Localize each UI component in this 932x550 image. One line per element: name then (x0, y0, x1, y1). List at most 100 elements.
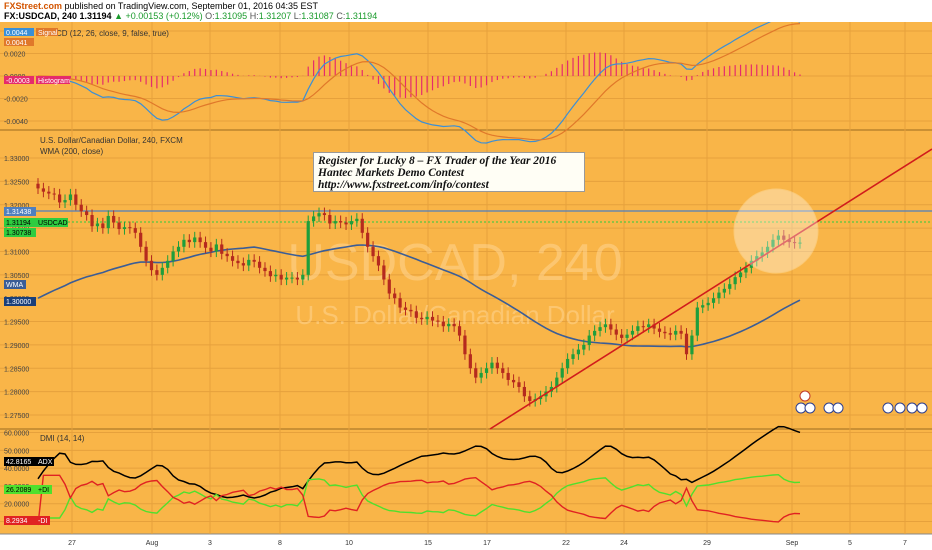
candle-body (95, 223, 100, 227)
candle-body (684, 333, 689, 355)
open-value: 1.31095 (214, 11, 248, 21)
candle-body (139, 232, 143, 247)
candle-body (47, 191, 51, 194)
low-label: L: (293, 11, 302, 21)
mdi-name-tag (36, 516, 50, 525)
price-change: +0.00153 (+0.12%) (125, 11, 203, 21)
candle-body (425, 316, 429, 320)
candle-body (701, 305, 705, 308)
candle-body (220, 244, 224, 254)
price-title[interactable]: U.S. Dollar/Canadian Dollar, 240, FXCM (40, 136, 183, 145)
candle-body (360, 218, 364, 233)
time-tick-label: 5 (848, 540, 852, 547)
candle-body (468, 354, 472, 369)
candle-body (58, 194, 62, 203)
candle-body (252, 259, 256, 262)
candle-body (576, 349, 581, 355)
candle-body (36, 183, 40, 189)
adx-name: ADX (38, 459, 53, 466)
adx-line[interactable] (37, 425, 801, 499)
wma-line[interactable] (37, 244, 801, 348)
us-flag-icon[interactable] (832, 402, 844, 414)
price-tick-label: 1.33000 (4, 156, 29, 163)
candle-body (560, 368, 564, 378)
candle-body (501, 368, 505, 373)
chart-canvas[interactable]: 1.330001.325001.320001.315001.310001.305… (0, 22, 932, 550)
candle-body (317, 213, 321, 217)
last-name: USDCAD (38, 220, 68, 227)
candle-body (371, 246, 375, 257)
us-flag-icon[interactable] (804, 402, 816, 414)
candle-body (263, 267, 267, 272)
dmi-tags: 42.8165 ADX 26.2089 +DI 8.2934 -DI (4, 457, 54, 525)
brand-logo[interactable]: FXStreet.com (4, 1, 63, 11)
candle-body (52, 193, 56, 195)
us-flag-icon[interactable] (894, 402, 906, 414)
candle-body (441, 321, 445, 327)
candle-body (430, 316, 435, 321)
candle-body (128, 227, 132, 229)
candle-body (674, 330, 678, 335)
candle-body (376, 256, 381, 266)
candle-body (144, 246, 148, 261)
trendline[interactable] (489, 148, 932, 430)
adx-value: 42.8165 (6, 459, 31, 466)
candle-body (106, 215, 110, 229)
price-tick-label: 1.27500 (4, 413, 29, 420)
prev-price-value: 1.30738 (6, 230, 31, 237)
candle-body (230, 256, 235, 261)
signal-value-tag (4, 38, 34, 46)
candle-body (193, 237, 197, 243)
annotation-line-1: Register for Lucky 8 – FX Trader of the … (318, 155, 557, 167)
price-tick-label: 1.28500 (4, 366, 29, 373)
pdi-name-tag (36, 485, 52, 494)
highlight-circle[interactable] (733, 188, 819, 274)
macd-title[interactable]: MACD (12, 26, close, 9, false, true) (44, 29, 169, 38)
candle-body (68, 194, 73, 201)
symbol-label[interactable]: FX:USDCAD, 240 (4, 11, 78, 21)
candle-body (555, 377, 559, 387)
dmi-title[interactable]: DMI (14, 14) (40, 434, 85, 443)
candle-body (506, 372, 510, 380)
candle-body (722, 288, 726, 293)
candle-body (479, 372, 483, 378)
candle-body (733, 277, 737, 285)
plus-di-line[interactable] (38, 473, 801, 519)
support-value: 1.30000 (6, 299, 31, 306)
candle-body (765, 246, 770, 253)
candle-body (328, 215, 332, 224)
candle-body (728, 284, 732, 289)
time-tick-label: 24 (620, 540, 628, 547)
candle-body (609, 324, 613, 330)
signal-name-tag (36, 28, 58, 36)
candle-body (349, 221, 354, 225)
contest-annotation[interactable]: Register for Lucky 8 – FX Trader of the … (313, 152, 585, 192)
us-flag-icon[interactable] (916, 402, 928, 414)
candle-body (63, 200, 67, 203)
wma-title[interactable]: WMA (200, close) (40, 147, 103, 156)
candle-body (122, 227, 127, 230)
candle-body (301, 274, 305, 280)
resistance-tag (4, 207, 36, 216)
candle-body (528, 396, 532, 401)
adx-value-tag (4, 457, 36, 466)
signal-line[interactable] (37, 23, 801, 141)
us-flag-icon[interactable] (906, 402, 918, 414)
candle-body (403, 307, 408, 310)
annotation-line-3[interactable]: http://www.fxstreet.com/info/contest (318, 179, 489, 191)
candle-body (198, 237, 202, 243)
candle-body (457, 326, 462, 336)
canada-flag-icon[interactable] (799, 390, 811, 402)
candle-body (593, 330, 597, 336)
candle-body (679, 330, 683, 334)
event-flags[interactable] (795, 390, 928, 414)
dmi-tick-label: 60.0000 (4, 431, 29, 438)
low-value: 1.31087 (301, 11, 334, 21)
candle-body (447, 323, 451, 327)
candle-body (344, 222, 348, 225)
us-flag-icon[interactable] (882, 402, 894, 414)
candle-body (149, 260, 154, 271)
minus-di-line[interactable] (37, 474, 801, 526)
candle-body (74, 194, 78, 205)
candle-body (420, 317, 424, 320)
